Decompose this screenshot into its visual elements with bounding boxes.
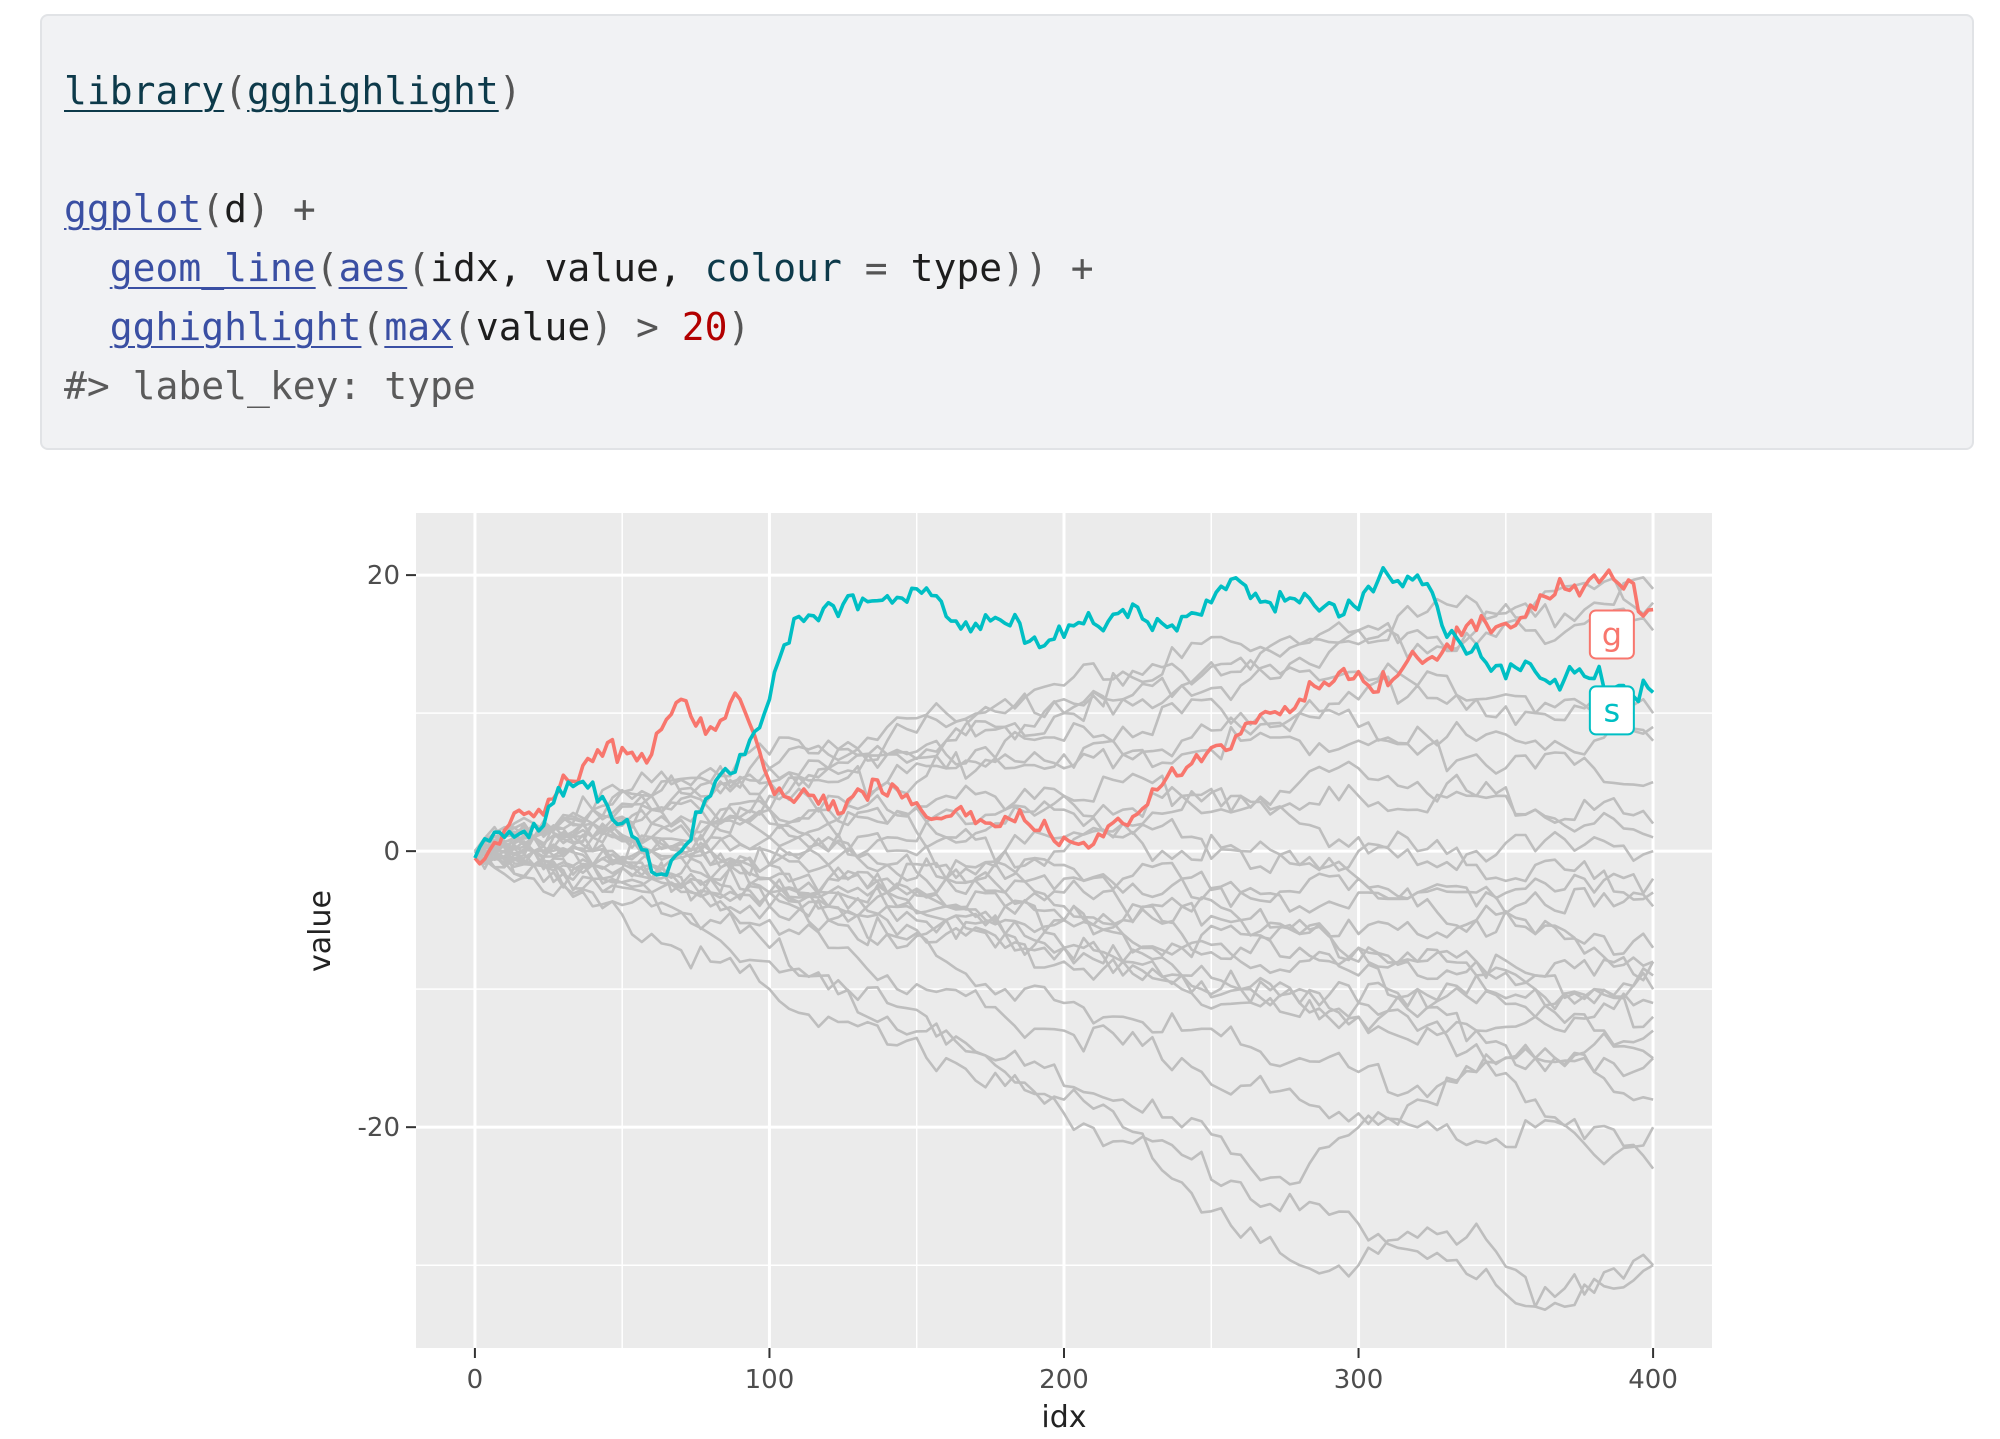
x-tick-label: 100: [745, 1365, 795, 1395]
code-operator: +: [1047, 246, 1094, 290]
code-number: 20: [681, 305, 728, 349]
y-tick-label: 0: [383, 837, 400, 867]
x-tick-label: 0: [467, 1365, 484, 1395]
background-series-line: [473, 843, 1655, 1029]
background-series-line: [473, 576, 1655, 852]
code-indent: [64, 246, 110, 290]
code-paren: ): [247, 187, 270, 231]
series-line-s: [473, 566, 1655, 877]
code-paren: ): [590, 305, 614, 349]
background-series-line: [474, 576, 1655, 857]
code-line-1: library(gghighlight): [64, 62, 1950, 121]
x-axis-title: idx: [1041, 1400, 1086, 1435]
code-fn-gghighlight[interactable]: gghighlight: [109, 305, 362, 349]
code-line-3: ggplot(d) +: [64, 180, 1950, 239]
code-fn-geom-line[interactable]: geom_line: [109, 246, 316, 290]
code-fn-ggplot[interactable]: ggplot: [64, 187, 202, 231]
series-label-g: g: [1602, 615, 1622, 653]
background-series-line: [474, 725, 1654, 856]
code-equals: =: [841, 246, 911, 290]
y-tick-label: -20: [358, 1113, 400, 1143]
code-paren: )): [1002, 246, 1048, 290]
series-label-box-s: [1588, 685, 1635, 736]
code-paren: (: [201, 187, 225, 231]
code-paren: (: [224, 69, 248, 113]
code-fn-max[interactable]: max: [384, 305, 453, 349]
code-arg-d: d: [224, 187, 248, 231]
highlighted-series: [473, 566, 1655, 877]
background-series-line: [473, 697, 1655, 852]
line-chart: gs 0 100 200 300 400 -20 0 20 idx value: [303, 513, 1712, 1435]
code-line-2-blank: [64, 121, 1950, 180]
code-fn-aes[interactable]: aes: [338, 246, 408, 290]
code-arg-value: value: [475, 305, 591, 349]
code-arg-gghighlight[interactable]: gghighlight: [247, 69, 499, 113]
code-fn-library[interactable]: library: [64, 69, 225, 113]
code-paren: (: [407, 246, 431, 290]
background-series: [473, 576, 1655, 1311]
background-series-line: [473, 675, 1655, 852]
series-label-s: s: [1604, 691, 1621, 729]
x-tick-label: 300: [1334, 1365, 1384, 1395]
y-axis-title: value: [303, 890, 338, 972]
code-paren: (: [452, 305, 476, 349]
code-val-type: type: [910, 246, 1003, 290]
code-paren: ): [498, 69, 522, 113]
x-tick-label: 400: [1628, 1365, 1678, 1395]
code-kw-colour: colour: [704, 246, 842, 290]
background-series-line: [474, 850, 1655, 1311]
background-series-line: [474, 800, 1655, 915]
code-output: #> label_key: type: [64, 364, 476, 408]
code-comparator: >: [613, 305, 682, 349]
background-series-line: [474, 833, 1654, 968]
code-line-5: gghighlight(max(value) > 20): [64, 298, 1950, 357]
code-indent: [64, 305, 110, 349]
code-args: idx, value,: [430, 246, 705, 290]
x-tick-label: 200: [1039, 1365, 1089, 1395]
series-line-g: [473, 568, 1654, 866]
series-label-box-g: [1588, 609, 1635, 660]
y-tick-label: 20: [367, 561, 400, 591]
code-paren: (: [361, 305, 385, 349]
code-operator: +: [269, 187, 316, 231]
code-paren: (: [315, 246, 339, 290]
background-series-line: [473, 840, 1654, 1033]
background-series-line: [473, 843, 1654, 1308]
code-paren: ): [727, 305, 751, 349]
axes: 0 100 200 300 400 -20 0 20: [358, 561, 1678, 1395]
code-block: library(gghighlight) ggplot(d) + geom_li…: [40, 14, 1974, 450]
background-series-line: [473, 607, 1655, 852]
series-labels: gs: [1588, 609, 1635, 736]
code-line-4: geom_line(aes(idx, value, colour = type)…: [64, 239, 1950, 298]
background-series-line: [474, 847, 1655, 1078]
